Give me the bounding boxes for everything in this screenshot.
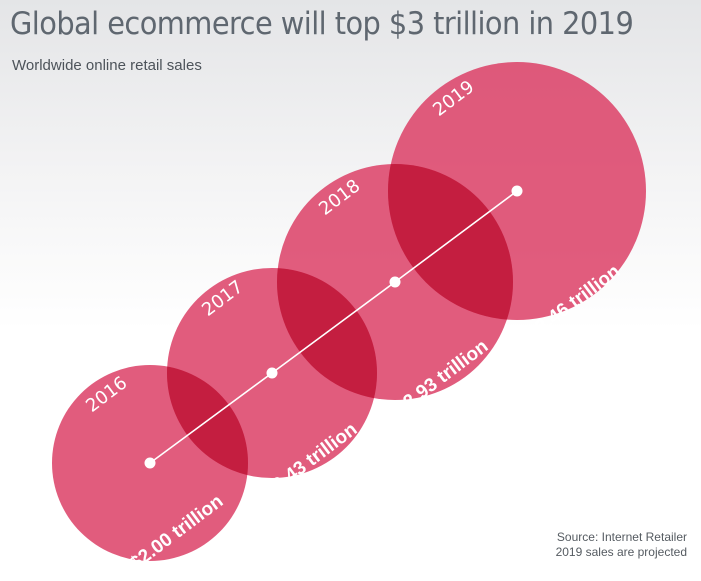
point-2019: [511, 185, 523, 197]
point-2016: [144, 457, 156, 469]
point-2017: [266, 367, 278, 379]
projection-note: 2019 sales are projected: [555, 545, 687, 559]
overlap-2018-2019: [388, 164, 513, 320]
overlap-2016-2017: [167, 365, 248, 478]
chart-title: Global ecommerce will top $3 trillion in…: [10, 6, 634, 42]
point-2018: [389, 276, 401, 288]
source-line: Source: Internet Retailer: [556, 530, 687, 544]
overlap-2017-2018: [277, 268, 377, 400]
trend-line: [149, 190, 518, 464]
source-note: Source: Internet Retailer 2019 sales are…: [556, 530, 687, 560]
chart-subtitle: Worldwide online retail sales: [12, 57, 202, 74]
